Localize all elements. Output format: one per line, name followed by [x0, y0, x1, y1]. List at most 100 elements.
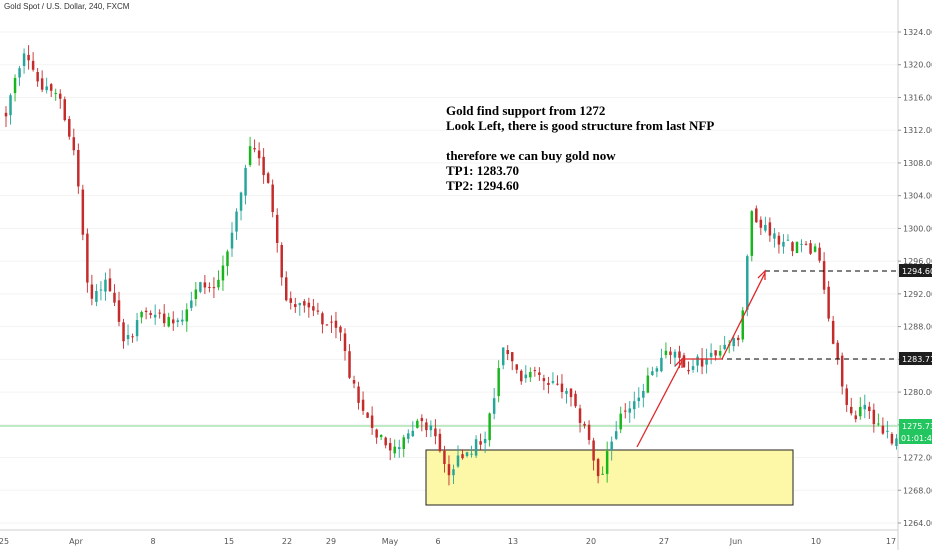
candle-body — [425, 422, 428, 431]
candle-body — [68, 118, 71, 137]
candle-body — [316, 310, 320, 312]
tp2-price-label: 1294.60 — [902, 267, 932, 276]
y-tick-label: 1264.00 — [903, 519, 932, 528]
annotation-line-1: Gold find support from 1272 — [446, 103, 605, 118]
candle-body — [868, 406, 871, 412]
candle-body — [438, 433, 442, 452]
candle-body — [723, 344, 726, 350]
candle-body — [63, 99, 67, 121]
x-tick-label: 22 — [282, 537, 292, 546]
candle-body — [162, 313, 166, 324]
bar-countdown-label: 01:01:42 — [901, 434, 932, 443]
candle-body — [429, 425, 433, 431]
current-price-label: 1275.73 — [902, 422, 932, 431]
x-tick-label: 27 — [659, 537, 669, 546]
candle-body — [605, 451, 609, 474]
candle-body — [253, 148, 256, 150]
candle-body — [190, 300, 193, 308]
candle-body — [131, 336, 134, 338]
candle-body — [709, 352, 713, 357]
candle-body — [181, 319, 184, 322]
candle-body — [171, 319, 175, 324]
current-price-badge: 1275.73 01:01:42 — [899, 419, 932, 444]
candle-body — [104, 279, 107, 292]
candle-body — [538, 372, 541, 376]
candle-body — [587, 424, 591, 440]
candle-body — [257, 150, 261, 159]
candle-body — [456, 455, 460, 467]
x-tick-label: 10 — [811, 537, 821, 546]
candle-body — [420, 418, 424, 422]
candle-body — [809, 243, 812, 254]
candle-body — [669, 351, 672, 356]
candle-body — [334, 320, 338, 328]
candle-body — [348, 351, 351, 378]
candle-body — [818, 247, 821, 261]
support-zone[interactable] — [425, 449, 794, 506]
candle-body — [831, 320, 835, 344]
y-tick-label: 1292.00 — [903, 290, 932, 299]
candle-body — [226, 251, 229, 267]
annotation-text: Gold find support from 1272 Look Left, t… — [446, 103, 714, 193]
candle-body — [370, 415, 374, 428]
candle-body — [352, 379, 356, 384]
candle-body — [411, 430, 415, 437]
y-tick-label: 1308.00 — [903, 159, 932, 168]
candle-body — [551, 381, 555, 383]
candle-body — [40, 78, 44, 90]
candle-body — [9, 95, 12, 116]
candle-body — [574, 393, 577, 407]
candle-body — [872, 409, 876, 425]
candle-body — [208, 286, 211, 288]
candle-body — [696, 356, 699, 366]
candle-body — [782, 241, 785, 247]
candle-body — [755, 208, 758, 223]
candle-body — [99, 289, 103, 291]
candle-body — [339, 326, 342, 333]
candle-body — [547, 382, 550, 385]
x-tick-label: Apr — [69, 537, 84, 546]
candle-body — [298, 303, 302, 306]
candle-body — [397, 447, 401, 450]
candle-body — [813, 246, 817, 252]
candle-body — [651, 371, 654, 376]
candle-body — [158, 312, 161, 314]
x-tick-label: 15 — [224, 537, 234, 546]
candle-body — [266, 173, 270, 183]
time-axis[interactable]: 25 Apr 8 15 22 29 May 6 13 20 27 Jun 10 17 — [0, 537, 896, 546]
candle-body — [312, 306, 315, 311]
candle-body — [452, 469, 455, 476]
candle-body — [614, 431, 618, 439]
candle-body — [239, 192, 243, 211]
candle-body — [800, 243, 803, 245]
x-tick-label: 17 — [886, 537, 896, 546]
candle-body — [289, 298, 293, 303]
candle-body — [248, 146, 252, 165]
candle-body — [321, 313, 324, 325]
candle-body — [402, 437, 406, 450]
candle-body — [126, 335, 130, 340]
candle-body — [687, 369, 690, 372]
y-tick-label: 1312.00 — [903, 126, 932, 135]
candle-body — [556, 383, 559, 385]
candle-body — [375, 429, 378, 438]
annotation-line-6: TP2: 1294.60 — [446, 178, 519, 193]
candle-body — [461, 454, 464, 459]
candle-body — [637, 397, 641, 402]
candle-body — [533, 370, 537, 372]
candle-body — [275, 214, 279, 243]
candle-body — [122, 322, 125, 342]
candle-body — [325, 324, 329, 326]
candle-body — [524, 374, 528, 379]
candle-body — [863, 404, 867, 410]
candle-body — [664, 350, 668, 355]
projection-arrows — [636, 269, 766, 448]
candle-body — [176, 320, 180, 323]
chart-title: Gold Spot / U.S. Dollar, 240, FXCM — [4, 2, 130, 11]
candle-body — [36, 71, 39, 82]
candle-body — [827, 286, 830, 319]
annotation-line-5: TP1: 1283.70 — [446, 163, 519, 178]
price-axis[interactable]: 1324.00 1320.00 1316.00 1312.00 1308.00 1304.… — [898, 28, 932, 528]
candle-body — [117, 300, 121, 322]
